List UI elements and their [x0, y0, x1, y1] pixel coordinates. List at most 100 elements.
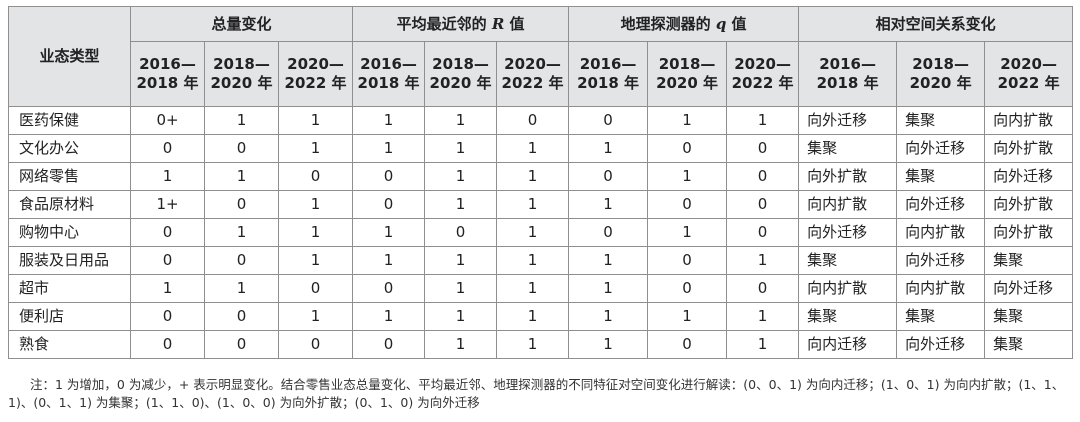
table-row: 购物中心 0 1 1 1 0 1 0 1 0 向外迁移 向内扩散 向外扩散: [8, 218, 1074, 247]
indicator-cell: 1: [496, 162, 570, 191]
spatial-relation-cell: 向内迁移: [798, 330, 898, 359]
row-type-label: 购物中心: [8, 218, 131, 247]
period-end: 2022 年: [284, 74, 347, 92]
indicator-cell: 0: [568, 218, 649, 247]
table-row: 文化办公 0 0 1 1 1 1 1 0 0 集聚 向外迁移 向外扩散: [8, 134, 1074, 163]
table-row: 超市 1 1 0 0 1 1 1 0 0 向内扩散 向内扩散 向外迁移: [8, 274, 1074, 303]
table-row: 熟食 0 0 0 0 1 1 1 0 1 向内迁移 向外迁移 集聚: [8, 330, 1074, 359]
indicator-cell: 1: [204, 274, 279, 303]
indicator-cell: 1: [204, 218, 279, 247]
table-header: 业态类型 总量变化 平均最近邻的 R 值 地理探测器的 q 值 相对空间关系变化…: [8, 6, 1074, 107]
indicator-cell: 1: [496, 134, 570, 163]
header-period: 2016— 2018 年: [798, 41, 898, 107]
indicator-cell: 1: [277, 218, 354, 247]
row-type-label: 服装及日用品: [8, 246, 131, 275]
period-end: 2020 年: [210, 74, 273, 92]
spatial-relation-cell: 向外迁移: [798, 106, 898, 135]
indicator-cell: 0: [277, 274, 354, 303]
indicator-cell: 1: [204, 106, 279, 135]
indicator-cell: 1: [352, 246, 426, 275]
indicator-cell: 1: [424, 302, 498, 331]
indicator-cell: 1: [568, 190, 649, 219]
indicator-cell: 1: [352, 218, 426, 247]
spatial-relation-cell: 向外迁移: [984, 274, 1074, 303]
indicator-cell: 0: [726, 218, 800, 247]
table-row: 医药保健 0+ 1 1 1 1 0 0 1 1 向外迁移 集聚 向内扩散: [8, 106, 1074, 135]
indicator-cell: 1: [496, 246, 570, 275]
indicator-cell: 0: [352, 162, 426, 191]
indicator-cell: 0: [568, 106, 649, 135]
spatial-relation-cell: 向内扩散: [798, 190, 898, 219]
period-end: 2020 年: [656, 74, 719, 92]
row-type-label: 熟食: [8, 330, 131, 359]
header-group-total: 总量变化: [129, 6, 354, 42]
header-type: 业态类型: [8, 6, 131, 107]
period-end: 2022 年: [731, 74, 794, 92]
row-type-label: 便利店: [8, 302, 131, 331]
period-start: 2018—: [432, 55, 489, 74]
period-end: 2020 年: [909, 74, 972, 92]
spatial-relation-cell: 向外迁移: [896, 190, 986, 219]
indicator-cell: 0: [277, 330, 354, 359]
indicator-cell: 1: [647, 106, 728, 135]
period-start: 2020—: [287, 55, 344, 74]
row-type-label: 医药保健: [8, 106, 131, 135]
indicator-cell: 1+: [130, 190, 205, 219]
spatial-relation-cell: 向内扩散: [798, 274, 898, 303]
spatial-relation-cell: 集聚: [984, 330, 1074, 359]
spatial-relation-cell: 向外扩散: [798, 162, 898, 191]
table-row: 食品原材料 1+ 0 1 0 1 1 1 0 0 向内扩散 向外迁移 向外扩散: [8, 190, 1074, 219]
header-period: 2020— 2022 年: [726, 41, 800, 107]
period-end: 2020 年: [429, 74, 492, 92]
table-row: 服装及日用品 0 0 1 1 1 1 1 0 1 集聚 向外迁移 集聚: [8, 246, 1074, 275]
spatial-relation-cell: 集聚: [896, 162, 986, 191]
spatial-relation-cell: 向外迁移: [896, 246, 986, 275]
header-period: 2020— 2022 年: [277, 41, 354, 107]
header-period: 2020— 2022 年: [984, 41, 1074, 107]
header-period: 2018— 2020 年: [896, 41, 986, 107]
indicator-cell: 0: [647, 134, 728, 163]
indicator-cell: 1: [277, 106, 354, 135]
indicator-cell: 1: [568, 330, 649, 359]
indicator-cell: 1: [424, 190, 498, 219]
spatial-relation-cell: 向外扩散: [984, 134, 1074, 163]
indicator-cell: 0: [130, 134, 205, 163]
period-start: 2016—: [360, 55, 417, 74]
indicator-cell: 0: [726, 134, 800, 163]
period-start: 2016—: [819, 55, 876, 74]
spatial-relation-cell: 向外扩散: [984, 190, 1074, 219]
indicator-cell: 1: [277, 134, 354, 163]
indicator-cell: 1: [568, 274, 649, 303]
indicator-cell: 1: [130, 274, 205, 303]
header-group-geodetector-q: 地理探测器的 q 值: [568, 6, 800, 42]
spatial-relation-cell: 向外迁移: [984, 162, 1074, 191]
indicator-cell: 0: [424, 218, 498, 247]
spatial-relation-cell: 集聚: [984, 302, 1074, 331]
spatial-relation-cell: 向内扩散: [896, 274, 986, 303]
spatial-relation-cell: 向外扩散: [984, 218, 1074, 247]
period-start: 2018—: [912, 55, 969, 74]
spatial-relation-cell: 向外迁移: [896, 134, 986, 163]
period-end: 2022 年: [501, 74, 564, 92]
indicator-cell: 1: [568, 302, 649, 331]
period-start: 2016—: [579, 55, 637, 74]
period-start: 2020—: [504, 55, 561, 74]
spatial-relation-cell: 集聚: [798, 302, 898, 331]
spatial-relation-cell: 向内扩散: [896, 218, 986, 247]
header-period: 2018— 2020 年: [424, 41, 498, 107]
period-start: 2016—: [139, 55, 196, 74]
header-period: 2016— 2018 年: [130, 41, 205, 107]
indicator-cell: 1: [647, 302, 728, 331]
indicator-cell: 1: [352, 134, 426, 163]
indicator-cell: 0: [130, 246, 205, 275]
period-start: 2020—: [734, 55, 791, 74]
period-end: 2018 年: [816, 74, 879, 92]
indicator-cell: 1: [424, 134, 498, 163]
header-period: 2016— 2018 年: [352, 41, 426, 107]
spatial-relation-cell: 集聚: [798, 246, 898, 275]
indicator-cell: 0: [277, 162, 354, 191]
indicator-cell: 0: [568, 162, 649, 191]
header-period: 2018— 2020 年: [204, 41, 279, 107]
header-period: 2018— 2020 年: [647, 41, 728, 107]
indicator-cell: 0: [352, 330, 426, 359]
